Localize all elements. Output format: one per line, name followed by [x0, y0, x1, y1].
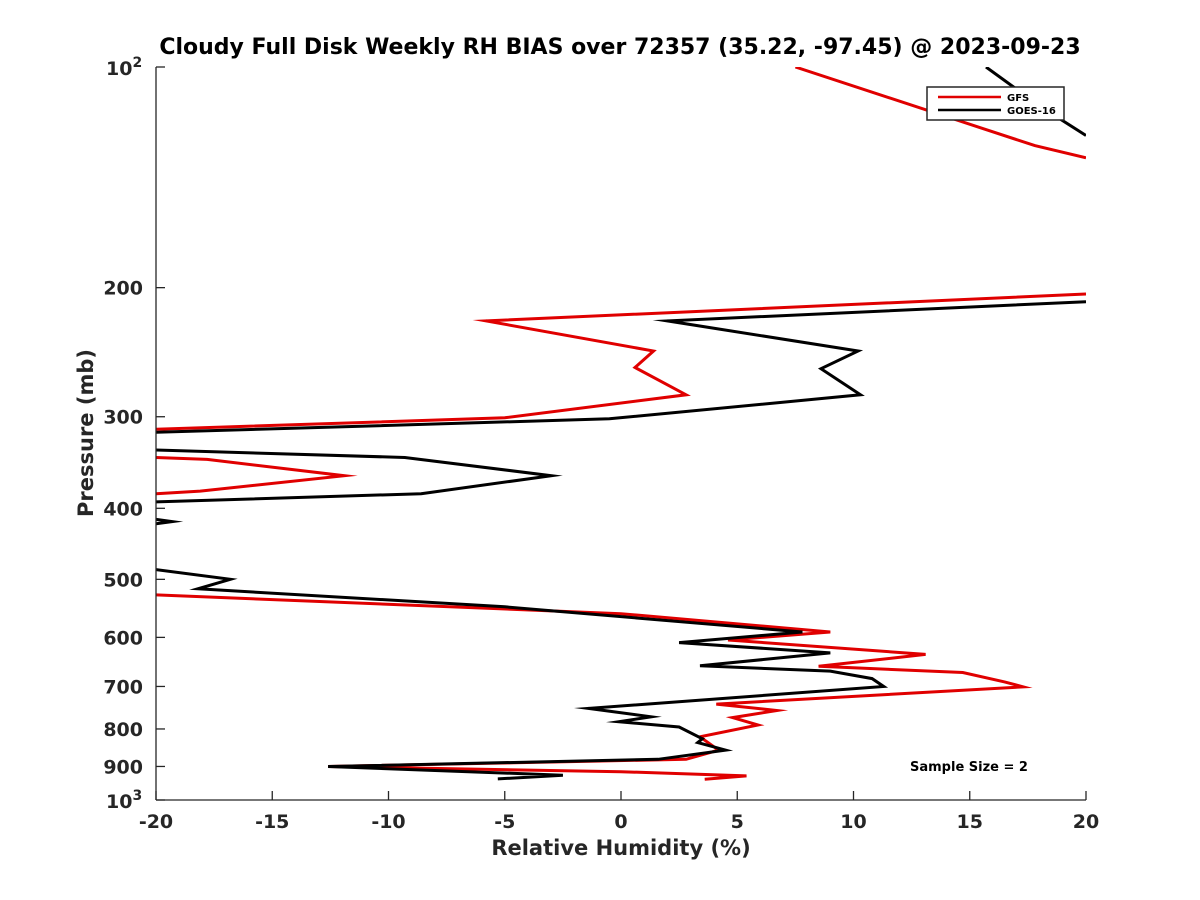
- x-tick-label: 0: [614, 811, 627, 833]
- y-tick-label: 300: [103, 407, 143, 429]
- x-tick-label: 20: [1073, 811, 1099, 833]
- chart-title: Cloudy Full Disk Weekly RH BIAS over 723…: [159, 35, 1080, 60]
- y-tick-label: 102: [106, 55, 142, 80]
- series-line-gfs-segment-4: [156, 593, 1033, 781]
- series-line-goes16-segment-3: [156, 448, 563, 504]
- series-layer: [156, 67, 1086, 781]
- legend-label-gfs: GFS: [1007, 93, 1029, 104]
- y-tick-label: 700: [103, 676, 143, 698]
- y-tick-label: 103: [106, 788, 142, 813]
- y-tick-label: 900: [103, 756, 143, 778]
- y-tick-label: 800: [103, 719, 143, 741]
- x-tick-label: 10: [840, 811, 866, 833]
- y-tick-label: 500: [103, 569, 143, 591]
- x-tick-label: -20: [139, 811, 173, 833]
- x-tick-label: -10: [371, 811, 405, 833]
- y-tick-label: 400: [103, 498, 143, 520]
- x-tick-label: -15: [255, 811, 289, 833]
- x-tick-label: -5: [494, 811, 515, 833]
- sample-size-annotation: Sample Size = 2: [910, 760, 1028, 775]
- series-line-gfs-segment-1: [794, 67, 1086, 160]
- y-axis-label: Pressure (mb): [74, 349, 98, 517]
- x-tick-label: 15: [957, 811, 983, 833]
- axes-layer: -20 -15 -10 -5 0 5 10 15 20 102 200 300 400 500 600 700…: [103, 55, 1099, 833]
- legend-box: [926, 86, 1065, 121]
- legend-label-goes16: GOES-16: [1007, 106, 1056, 117]
- y-tick-label: 600: [103, 627, 143, 649]
- x-tick-label: 5: [731, 811, 744, 833]
- series-line-gfs-segment-3: [156, 456, 358, 496]
- legend: GFS GOES-16: [926, 86, 1065, 121]
- series-line-goes16-segment-5: [156, 568, 889, 781]
- series-line-goes16-segment-2: [156, 300, 1086, 434]
- y-tick-label: 200: [103, 278, 143, 300]
- series-line-goes16-segment-4: [156, 517, 184, 526]
- series-line-gfs-segment-2: [156, 292, 1086, 431]
- x-axis-label: Relative Humidity (%): [491, 836, 750, 860]
